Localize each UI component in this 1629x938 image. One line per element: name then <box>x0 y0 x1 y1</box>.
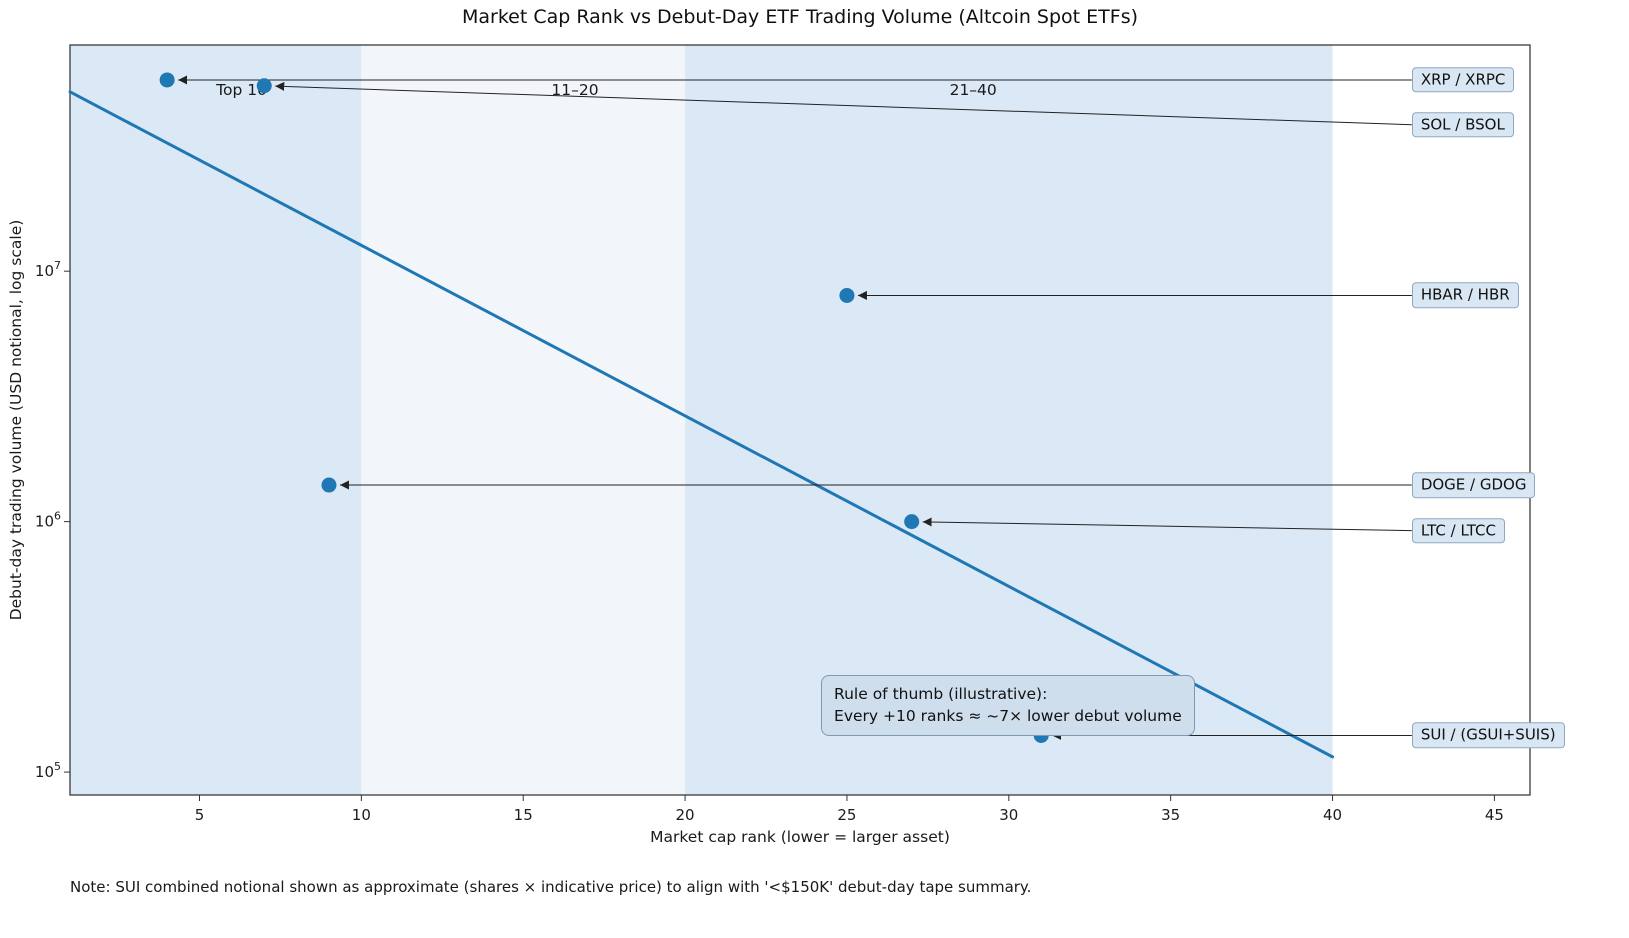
y-axis-label: Debut-day trading volume (USD notional, … <box>7 219 25 621</box>
x-axis-label: Market cap rank (lower = larger asset) <box>650 828 950 846</box>
scatter-point <box>159 72 175 88</box>
footnote: Note: SUI combined notional shown as app… <box>70 878 1032 896</box>
point-label: HBAR / HBR <box>1411 282 1519 309</box>
scatter-point <box>256 78 272 94</box>
annotation-arrow <box>275 81 1412 126</box>
point-label: LTC / LTCC <box>1411 517 1505 544</box>
x-tick-label: 10 <box>352 806 371 824</box>
band-label: Top 10 <box>215 81 267 99</box>
point-label: DOGE / GDOG <box>1411 472 1536 498</box>
x-tick-label: 40 <box>1323 806 1342 824</box>
rule-of-thumb-annotation: Rule of thumb (illustrative): Every +10 … <box>821 674 1195 736</box>
y-tick-label: 106 <box>35 510 61 531</box>
chart-title: Market Cap Rank vs Debut-Day ETF Trading… <box>461 6 1139 28</box>
point-label: SUI / (GSUI+SUIS) <box>1411 722 1565 749</box>
scatter-point <box>839 287 855 303</box>
band-labels: Top 10 11–20 21–40 <box>215 81 997 99</box>
x-tick-label: 25 <box>837 806 856 824</box>
x-tick-label: 30 <box>999 806 1018 824</box>
band-label: 11–20 <box>551 81 598 99</box>
point-label: XRP / XRPC <box>1411 67 1515 93</box>
scatter-point <box>904 514 920 530</box>
band <box>70 45 362 795</box>
trend-line-layer <box>68 90 1335 759</box>
annotation-line-2: Every +10 ranks ≈ ~7× lower debut volume <box>834 707 1182 726</box>
scatter-point <box>321 477 337 493</box>
x-tick-label: 35 <box>1161 806 1180 824</box>
trend-line <box>68 90 1335 759</box>
x-tick-label: 45 <box>1485 806 1504 824</box>
y-tick-label: 107 <box>35 259 61 280</box>
x-tick-label: 5 <box>195 806 205 824</box>
plot-border <box>69 44 1531 796</box>
point-label: SOL / BSOL <box>1411 112 1514 138</box>
band-label: 21–40 <box>950 81 997 99</box>
band <box>685 45 1333 795</box>
axes: 5 10 15 20 25 30 35 40 45 105 106 107 <box>35 44 1531 824</box>
x-tick-label: 15 <box>514 806 533 824</box>
x-tick-label: 20 <box>676 806 695 824</box>
band <box>361 45 686 795</box>
y-tick-label: 105 <box>35 760 61 781</box>
annotation-arrow <box>922 517 1412 532</box>
annotation-line-1: Rule of thumb (illustrative): <box>834 684 1048 703</box>
